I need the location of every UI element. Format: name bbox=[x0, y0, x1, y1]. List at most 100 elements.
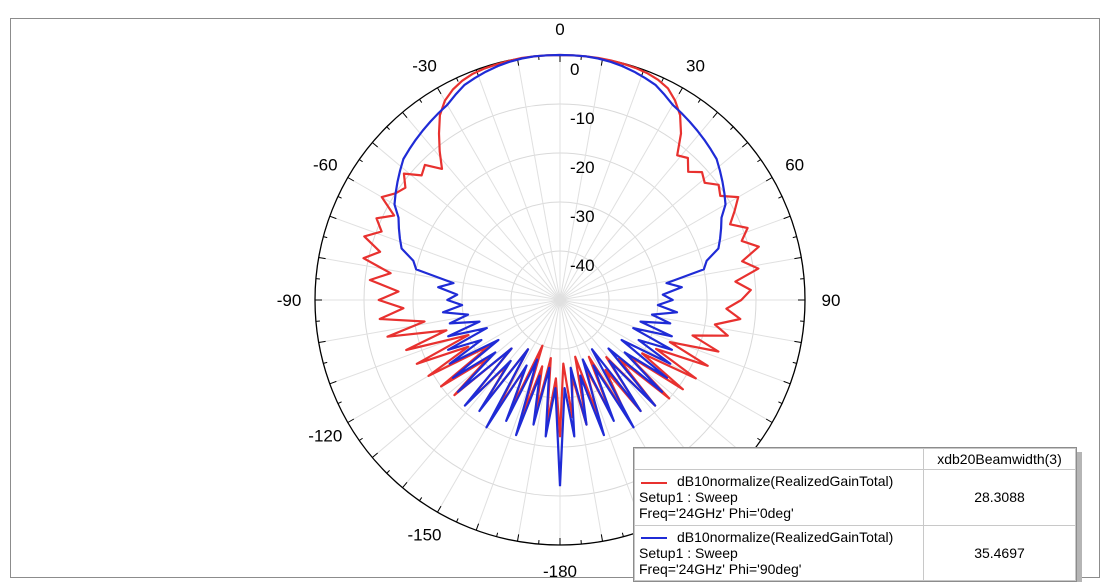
legend-header-blank bbox=[634, 448, 924, 470]
radial-tick-label: 0 bbox=[570, 60, 579, 79]
angle-tick bbox=[456, 77, 459, 82]
angle-tick bbox=[778, 196, 783, 199]
angle-label: -120 bbox=[308, 427, 342, 446]
series-1-curve bbox=[393, 53, 727, 487]
legend-entry-row: dB10normalize(RealizedGainTotal) Setup1 … bbox=[634, 469, 1076, 526]
angle-tick bbox=[600, 534, 604, 542]
angle-tick bbox=[765, 177, 773, 182]
radial-tick-label: -10 bbox=[570, 109, 595, 128]
angle-tick bbox=[337, 401, 342, 404]
grid-spoke bbox=[559, 69, 645, 301]
angle-tick bbox=[712, 111, 718, 119]
grid-spoke bbox=[329, 299, 561, 385]
legend-setup: Setup1 : Sweep bbox=[639, 544, 738, 561]
angle-tick bbox=[757, 437, 761, 441]
angle-tick bbox=[730, 126, 734, 130]
angle-label: 60 bbox=[785, 156, 804, 175]
angle-tick bbox=[496, 532, 499, 537]
angle-tick bbox=[329, 380, 337, 385]
polar-chart: 0 -10 -20 -30 -40 0 30 60 90 -30 -60 -90 -120 -150 -18… bbox=[277, 20, 841, 577]
grid-spoke bbox=[559, 58, 604, 301]
angle-tick bbox=[347, 418, 355, 423]
angle-tick bbox=[778, 401, 783, 404]
angle-tick bbox=[359, 159, 363, 163]
grid-spoke bbox=[559, 215, 791, 301]
angle-tick bbox=[783, 380, 791, 385]
grid-spoke bbox=[371, 299, 561, 458]
angle-tick bbox=[359, 437, 363, 441]
grid-spoke bbox=[329, 215, 561, 301]
angle-tick bbox=[757, 159, 761, 163]
grid-spoke bbox=[371, 142, 561, 301]
angle-tick bbox=[661, 77, 664, 82]
angle-label: -150 bbox=[407, 526, 441, 545]
angle-label: 0 bbox=[555, 20, 564, 39]
grid-spoke bbox=[559, 299, 645, 531]
angle-tick bbox=[741, 142, 749, 148]
legend-table: xdb20Beamwidth(3) dB10normalize(Realized… bbox=[633, 447, 1077, 582]
legend-value: 35.4697 bbox=[923, 524, 1076, 581]
angle-tick bbox=[456, 518, 459, 523]
angle-label: -60 bbox=[313, 156, 338, 175]
angle-tick bbox=[323, 361, 328, 364]
angle-tick bbox=[347, 177, 355, 182]
angle-tick bbox=[792, 361, 797, 364]
angle-tick bbox=[516, 534, 520, 542]
angle-tick bbox=[794, 340, 802, 344]
legend-value: 28.3088 bbox=[923, 469, 1076, 526]
angle-tick bbox=[386, 470, 390, 474]
angle-tick bbox=[419, 99, 423, 103]
grid-spoke bbox=[559, 111, 718, 301]
legend-swatch-red bbox=[641, 481, 667, 484]
angle-tick bbox=[765, 418, 773, 423]
angle-label: -180 bbox=[543, 562, 577, 577]
angle-tick bbox=[402, 481, 408, 489]
angle-tick bbox=[318, 340, 326, 344]
angle-tick bbox=[621, 532, 624, 537]
legend-swatch-blue bbox=[641, 537, 667, 540]
grid-spoke bbox=[559, 299, 749, 458]
angle-tick bbox=[371, 452, 379, 458]
legend-expr: dB10normalize(RealizedGainTotal) bbox=[677, 528, 894, 545]
angle-tick bbox=[697, 99, 701, 103]
grid-spoke bbox=[559, 299, 802, 344]
grid-spoke bbox=[437, 87, 561, 301]
angle-tick bbox=[371, 142, 379, 148]
legend-setup: Setup1 : Sweep bbox=[639, 489, 738, 506]
legend-entry-row: dB10normalize(RealizedGainTotal) Setup1 … bbox=[634, 524, 1076, 581]
angle-tick bbox=[678, 87, 683, 95]
grid-spoke bbox=[559, 299, 604, 542]
grid-spoke bbox=[516, 58, 561, 301]
grid-spoke bbox=[559, 299, 791, 385]
angle-tick bbox=[437, 505, 442, 513]
angle-tick bbox=[337, 196, 342, 199]
angle-tick bbox=[386, 126, 390, 130]
grid-spoke bbox=[559, 87, 683, 301]
grid-spoke bbox=[475, 69, 561, 301]
angle-label: 30 bbox=[686, 56, 705, 75]
grid-spoke bbox=[318, 299, 561, 344]
radial-tick-label: -40 bbox=[570, 256, 595, 275]
angle-tick bbox=[794, 256, 802, 260]
grid-spoke bbox=[516, 299, 561, 542]
angle-tick bbox=[402, 111, 408, 119]
legend-freq: Freq='24GHz' Phi='0deg' bbox=[639, 505, 794, 522]
radial-tick-label: -20 bbox=[570, 158, 595, 177]
angle-tick bbox=[792, 236, 797, 239]
plot-frame: 0 -10 -20 -30 -40 0 30 60 90 -30 -60 -90 -120 -150 -18… bbox=[10, 18, 1100, 582]
angle-tick bbox=[783, 215, 791, 220]
radial-tick-label: -30 bbox=[570, 207, 595, 226]
angle-tick bbox=[318, 256, 326, 260]
angle-tick bbox=[323, 236, 328, 239]
angle-label: -90 bbox=[277, 291, 302, 310]
grid-spoke bbox=[475, 299, 561, 531]
angle-tick bbox=[419, 497, 423, 501]
grid-spoke bbox=[559, 142, 749, 301]
legend-header-row: xdb20Beamwidth(3) bbox=[634, 448, 1076, 470]
angle-label: -30 bbox=[412, 56, 437, 75]
angle-tick bbox=[475, 523, 480, 531]
angle-tick bbox=[437, 87, 442, 95]
grid-spoke bbox=[402, 299, 561, 489]
angle-tick bbox=[329, 215, 337, 220]
angle-label: 90 bbox=[822, 291, 841, 310]
